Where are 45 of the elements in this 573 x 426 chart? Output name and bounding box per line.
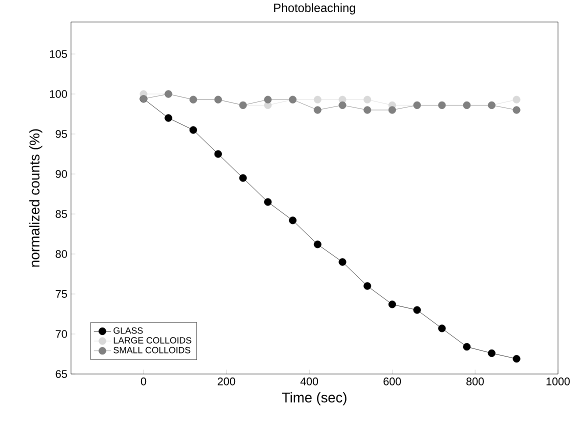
legend-label: LARGE COLLOIDS (114, 337, 192, 344)
x-tick-label: 1000 (546, 378, 570, 386)
point (338, 258, 346, 266)
point (164, 114, 172, 122)
point (438, 324, 446, 332)
point (388, 300, 396, 308)
y-tick-label: 75 (56, 290, 67, 298)
point (288, 216, 297, 224)
point (488, 349, 496, 357)
point (388, 106, 396, 114)
point (512, 106, 520, 114)
y-tick-label: 70 (56, 330, 68, 338)
x-tick-label: 0 (140, 378, 146, 386)
point (239, 174, 247, 182)
x-tick-label: 200 (218, 378, 236, 386)
point (264, 198, 272, 206)
point (512, 96, 520, 104)
point (463, 343, 471, 351)
point (413, 306, 421, 314)
point (364, 106, 372, 114)
point (364, 282, 372, 290)
y-tick-label: 85 (56, 210, 67, 218)
legend-label: GLASS (114, 327, 143, 334)
y-tick-label: 90 (56, 170, 68, 178)
chart-title: Photobleaching (274, 3, 356, 14)
point (364, 96, 372, 104)
x-tick-label: 400 (300, 378, 318, 386)
y-tick-label: 80 (56, 250, 68, 258)
x-axis-title: Time (sec) (282, 392, 346, 406)
y-tick-label: 100 (50, 90, 68, 98)
x-tick-label: 800 (466, 378, 484, 386)
legend-label: SMALL COLLOIDS (114, 346, 190, 354)
y-tick-label: 65 (56, 370, 67, 378)
point (314, 240, 322, 248)
point (189, 126, 198, 134)
point (264, 96, 272, 104)
y-axis-title: normalized counts (%) (29, 129, 42, 267)
point (338, 101, 346, 109)
point (314, 106, 322, 114)
point (512, 355, 520, 363)
x-tick-label: 600 (384, 378, 401, 386)
point (214, 150, 222, 158)
y-tick-label: 105 (50, 50, 67, 58)
y-tick-label: 95 (56, 130, 67, 138)
point (314, 96, 322, 104)
